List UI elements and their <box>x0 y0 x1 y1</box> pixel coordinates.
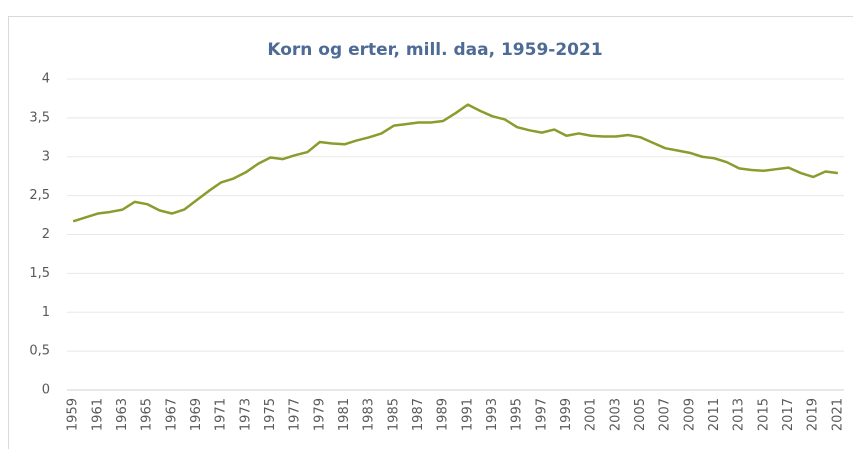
y-tick-label: 2,5 <box>29 188 50 203</box>
x-tick-label: 2017 <box>781 398 796 431</box>
y-tick-label: 3 <box>42 149 50 164</box>
y-tick-label: 4 <box>42 72 50 87</box>
x-tick-label: 1963 <box>115 398 130 431</box>
x-tick-label: 1971 <box>214 398 229 431</box>
x-tick-label: 2019 <box>806 398 821 431</box>
x-tick-label: 1995 <box>510 398 525 431</box>
y-tick-label: 0 <box>42 383 50 398</box>
x-tick-label: 1993 <box>485 398 500 431</box>
x-tick-label: 1987 <box>411 398 426 431</box>
x-tick-label: 1991 <box>460 398 475 431</box>
x-tick-label: 2001 <box>584 398 599 431</box>
x-tick-label: 1965 <box>140 398 155 431</box>
x-tick-label: 1979 <box>312 398 327 431</box>
x-tick-label: 1981 <box>337 398 352 431</box>
y-tick-label: 3,5 <box>29 110 50 125</box>
line-series <box>72 103 838 223</box>
x-tick-label: 1961 <box>90 398 105 431</box>
x-tick-label: 1975 <box>263 398 278 431</box>
x-tick-label: 1967 <box>164 398 179 431</box>
x-tick-label: 1959 <box>66 398 81 431</box>
y-tick-label: 1 <box>42 305 50 320</box>
x-tick-label: 2015 <box>756 398 771 431</box>
x-tick-label: 1977 <box>288 398 303 431</box>
x-tick-label: 1989 <box>436 398 451 431</box>
y-tick-label: 0,5 <box>29 344 50 359</box>
x-tick-label: 2009 <box>682 398 697 431</box>
x-tick-label: 2013 <box>732 398 747 431</box>
x-tick-label: 1985 <box>386 398 401 431</box>
x-tick-label: 2021 <box>830 398 845 431</box>
y-tick-label: 1,5 <box>29 266 50 281</box>
x-tick-label: 1997 <box>534 398 549 431</box>
x-tick-label: 2011 <box>707 398 722 431</box>
x-tick-label: 2003 <box>608 398 623 431</box>
y-tick-label: 2 <box>42 227 50 242</box>
x-tick-label: 2007 <box>658 398 673 431</box>
x-tick-label: 1973 <box>238 398 253 431</box>
x-tick-label: 1999 <box>559 398 574 431</box>
x-tick-label: 2005 <box>633 398 648 431</box>
chart-title: Korn og erter, mill. daa, 1959-2021 <box>267 40 602 60</box>
x-tick-label: 1969 <box>189 398 204 431</box>
x-tick-label: 1983 <box>362 398 377 431</box>
